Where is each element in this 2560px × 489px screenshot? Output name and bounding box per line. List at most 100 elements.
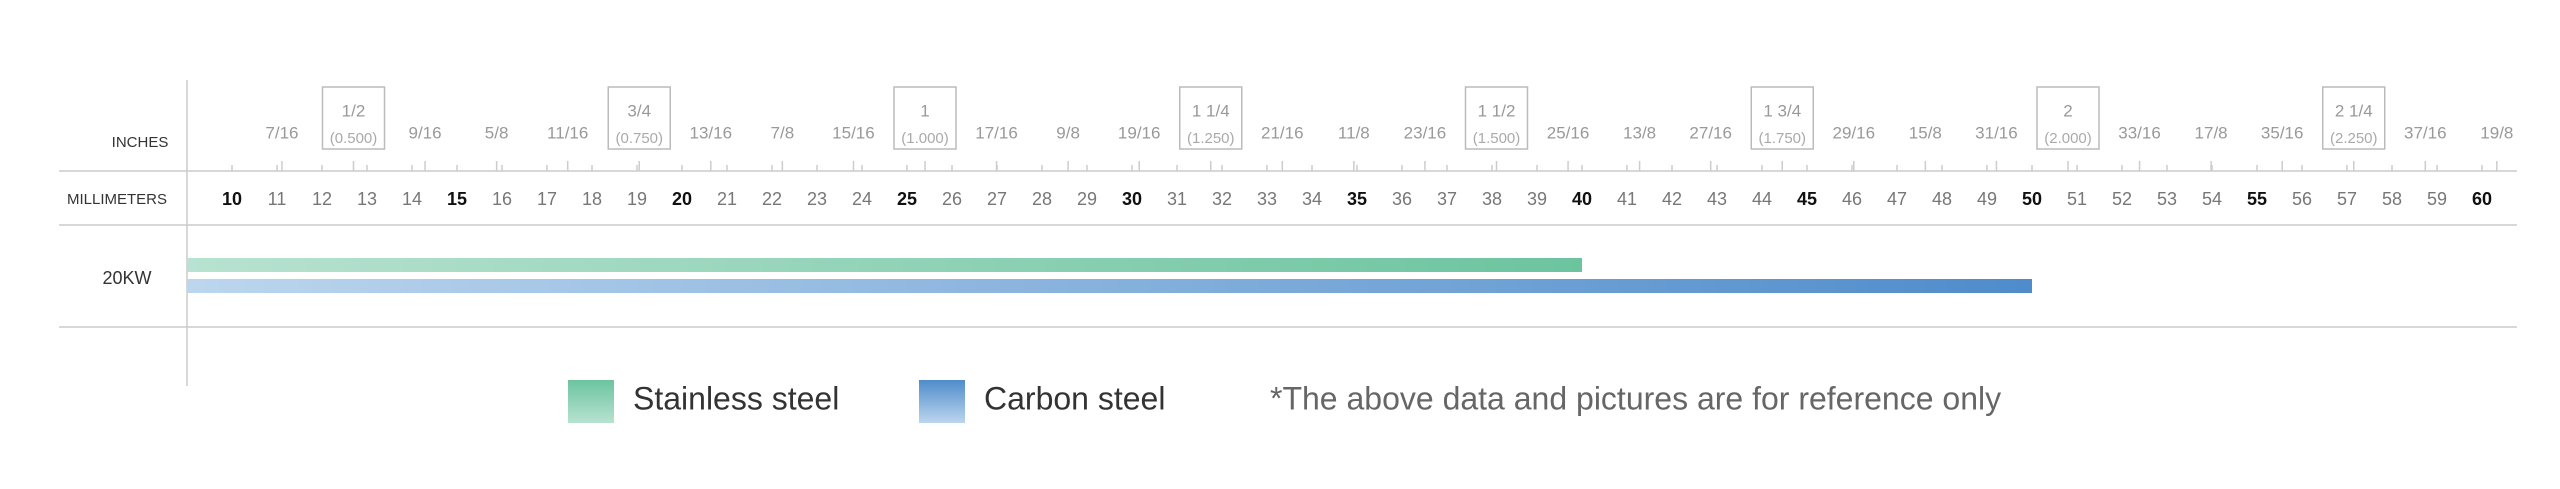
inch-tick-label: 13/16 (690, 123, 733, 142)
inch-tick-label: 7/8 (771, 123, 795, 142)
inch-box (893, 86, 957, 150)
inch-tick-label: 35/16 (2261, 123, 2304, 142)
inch-decimal-label: (0.750) (615, 130, 663, 147)
inch-tick-label: 15/8 (1909, 123, 1942, 142)
inch-tick-label: 19/16 (1118, 123, 1161, 142)
inch-decimal-label: (0.500) (330, 130, 378, 147)
inch-box (2322, 86, 2386, 150)
x-tick-label: 22 (762, 189, 782, 209)
inch-tick-label: 1/2 (342, 101, 366, 120)
x-tick-label: 53 (2157, 189, 2177, 209)
x-tick-label: 46 (1842, 189, 1862, 209)
inch-decimal-label: (1.750) (1758, 130, 1806, 147)
x-tick-label: 15 (447, 189, 467, 209)
x-tick-label: 34 (1302, 189, 1322, 209)
x-tick-label: 23 (807, 189, 827, 209)
inch-axis-label: INCHES (112, 134, 169, 151)
note: *The above data and pictures are for ref… (1270, 380, 2001, 416)
x-tick-label: 58 (2382, 189, 2402, 209)
legend-label: Stainless steel (633, 380, 839, 416)
inch-tick-label: 7/16 (265, 123, 298, 142)
inch-box (607, 86, 671, 150)
x-tick-label: 41 (1617, 189, 1637, 209)
inch-tick-label: 13/8 (1623, 123, 1656, 142)
inch-decimal-label: (1.000) (901, 130, 949, 147)
bar (187, 258, 1582, 272)
inch-tick-label: 21/16 (1261, 123, 1304, 142)
inch-tick-label: 37/16 (2404, 123, 2447, 142)
x-tick-label: 19 (627, 189, 647, 209)
x-tick-label: 33 (1257, 189, 1277, 209)
x-tick-label: 35 (1347, 189, 1367, 209)
legend-label: Carbon steel (984, 380, 1165, 416)
x-tick-label: 57 (2337, 189, 2357, 209)
x-tick-label: 55 (2247, 189, 2267, 209)
x-tick-label: 24 (852, 189, 872, 209)
inch-decimal-label: (2.250) (2330, 130, 2378, 147)
x-tick-label: 31 (1167, 189, 1187, 209)
x-tick-label: 29 (1077, 189, 1097, 209)
mm-axis-label: MILLIMETERS (67, 191, 167, 208)
x-tick-label: 10 (222, 189, 242, 209)
x-tick-label: 54 (2202, 189, 2222, 209)
inch-tick-label: 1 3/4 (1763, 101, 1801, 120)
inch-tick-label: 17/16 (975, 123, 1018, 142)
x-tick-label: 25 (897, 189, 917, 209)
x-tick-label: 47 (1887, 189, 1907, 209)
inch-tick-label: 11/16 (547, 123, 588, 142)
inch-tick-label: 25/16 (1547, 123, 1590, 142)
x-tick-label: 38 (1482, 189, 1502, 209)
x-tick-label: 40 (1572, 189, 1592, 209)
inch-tick-label: 2 1/4 (2335, 101, 2373, 120)
inch-tick-label: 1 1/4 (1192, 101, 1230, 120)
x-tick-label: 44 (1752, 189, 1772, 209)
x-tick-label: 18 (582, 189, 602, 209)
inch-tick-label: 11/8 (1338, 123, 1370, 142)
x-tick-label: 52 (2112, 189, 2132, 209)
inch-box (321, 86, 386, 150)
x-tick-label: 28 (1032, 189, 1052, 209)
inch-tick-label: 15/16 (832, 123, 875, 142)
x-tick-label: 26 (942, 189, 962, 209)
x-tick-label: 13 (357, 189, 377, 209)
x-tick-label: 27 (987, 189, 1007, 209)
inch-tick-label: 27/16 (1689, 123, 1732, 142)
inch-tick-label: 9/8 (1056, 123, 1080, 142)
x-tick-label: 30 (1122, 189, 1142, 209)
x-tick-label: 60 (2472, 189, 2492, 209)
x-tick-label: 14 (402, 189, 422, 209)
inch-box (2036, 86, 2100, 150)
legend-swatch (919, 380, 965, 423)
x-tick-label: 11 (268, 189, 287, 209)
x-tick-label: 49 (1977, 189, 1997, 209)
inch-box (1179, 86, 1243, 150)
inch-tick-label: 29/16 (1833, 123, 1876, 142)
inch-decimal-label: (2.000) (2044, 130, 2092, 147)
legend-swatch (568, 380, 614, 423)
x-tick-label: 12 (312, 189, 332, 209)
inch-box (1750, 86, 1814, 150)
inch-tick-label: 17/8 (2195, 123, 2228, 142)
x-tick-label: 21 (717, 189, 737, 209)
x-tick-label: 56 (2292, 189, 2312, 209)
inch-decimal-label: (1.250) (1187, 130, 1235, 147)
x-tick-label: 16 (492, 189, 512, 209)
inch-tick-label: 3/4 (627, 101, 651, 120)
inch-tick-label: 9/16 (409, 123, 442, 142)
inch-tick-label: 2 (2063, 101, 2072, 120)
x-tick-label: 37 (1437, 189, 1457, 209)
x-tick-label: 17 (537, 189, 557, 209)
inch-tick-label: 19/8 (2480, 123, 2513, 142)
category-label: 20KW (102, 268, 151, 288)
x-tick-label: 51 (2067, 189, 2087, 209)
inch-tick-label: 23/16 (1404, 123, 1447, 142)
x-tick-label: 59 (2427, 189, 2447, 209)
inch-tick-label: 5/8 (485, 123, 509, 142)
x-tick-label: 20 (672, 189, 692, 209)
inch-box (1464, 86, 1529, 150)
inch-tick-label: 33/16 (2118, 123, 2161, 142)
x-tick-label: 39 (1527, 189, 1547, 209)
x-tick-label: 32 (1212, 189, 1232, 209)
